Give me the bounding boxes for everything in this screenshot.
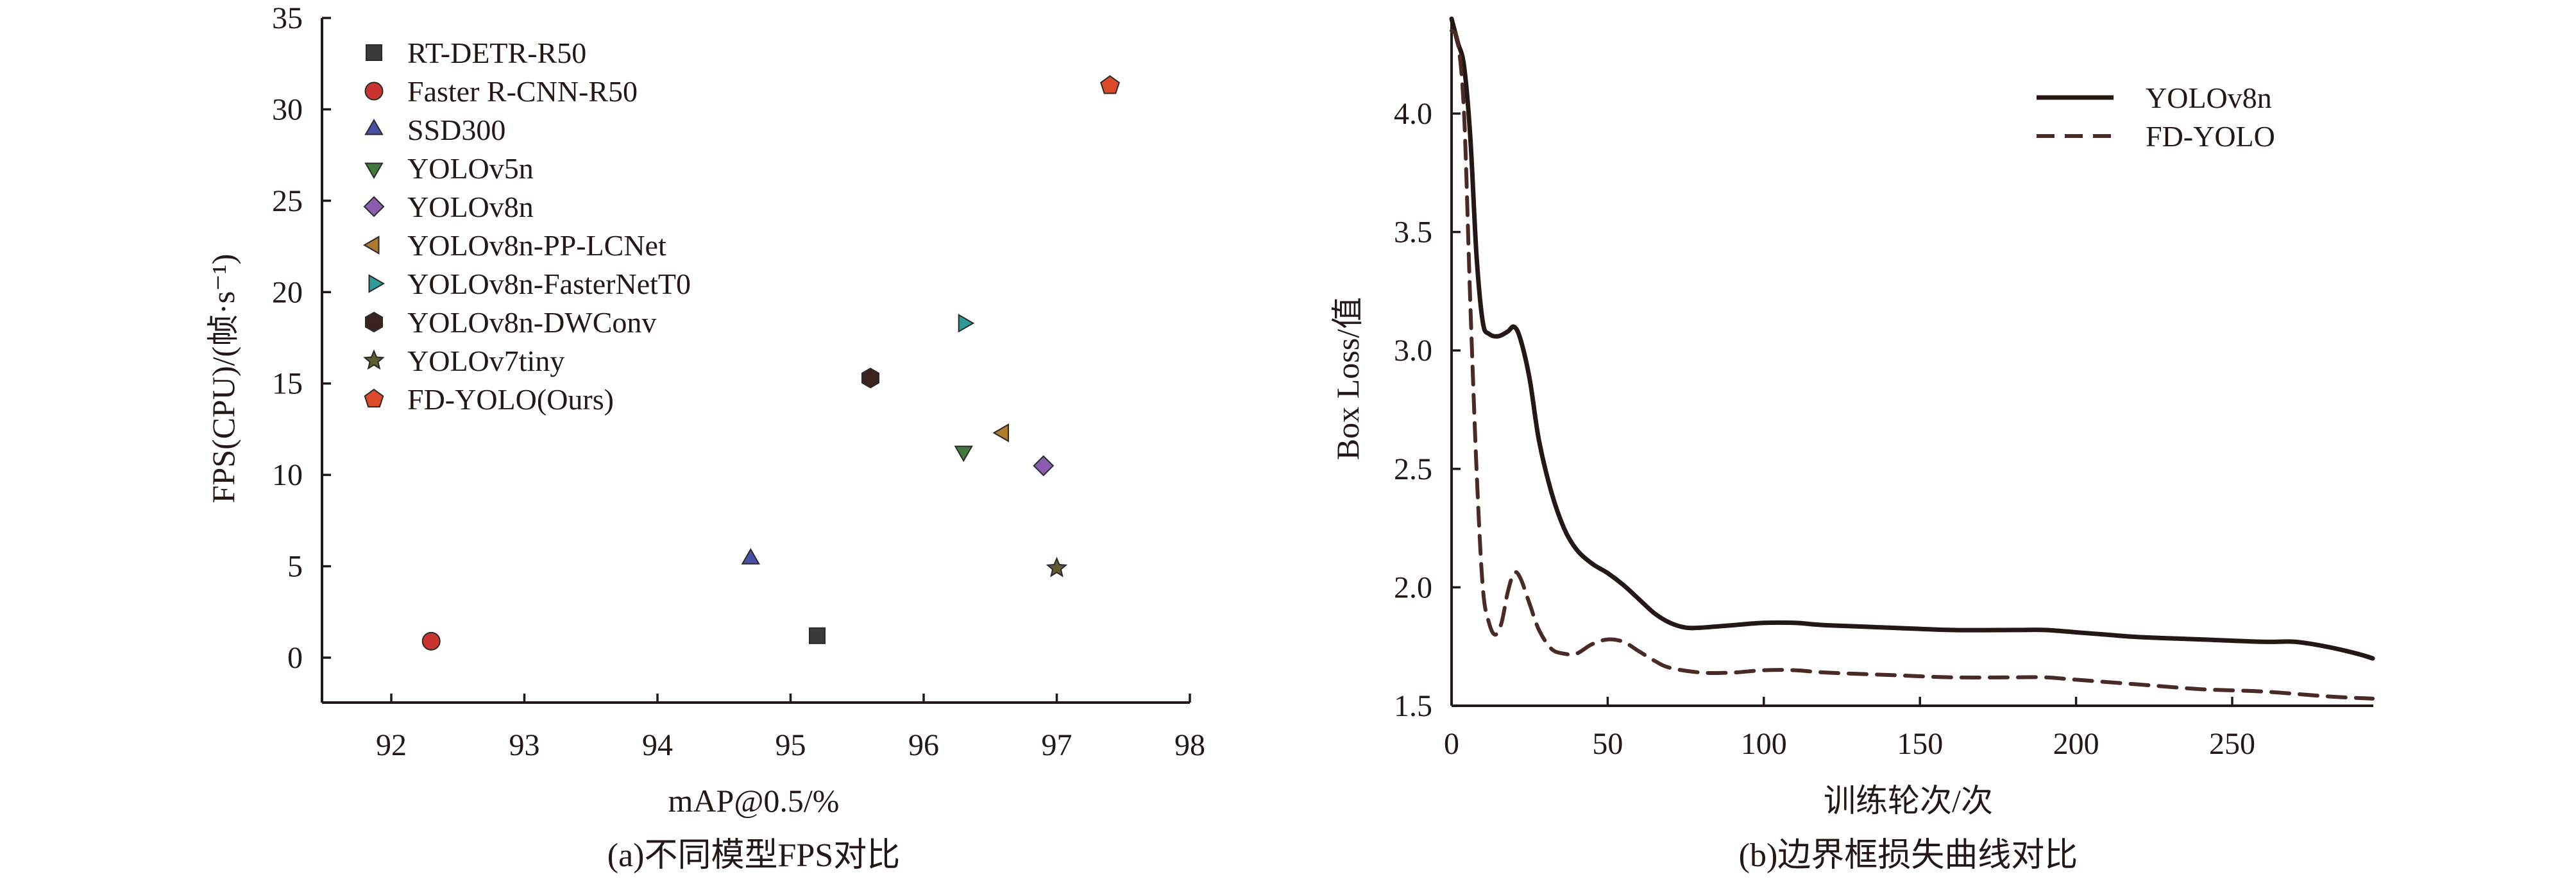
legend-marker-rt-detr-r50 <box>366 44 382 61</box>
legend-marker-yolov8n <box>363 196 385 218</box>
panel-b-y-axis-label: Box Loss/值 <box>1330 297 1366 460</box>
legend-label-fd-yolo-ours: FD-YOLO(Ours) <box>407 383 614 416</box>
point-yolov7tiny <box>1046 556 1068 577</box>
point-yolov8n-fasternett0 <box>958 313 975 333</box>
y-tick-label: 1.5 <box>1394 689 1432 723</box>
x-tick-label: 92 <box>376 728 407 762</box>
legend-marker-yolov8n-pp-lcnet <box>363 235 380 255</box>
x-tick-label: 96 <box>908 728 939 762</box>
panel-a-fps-scatter: 92 93 94 95 96 97 98 0 5 10 15 20 25 30 35 RT-DETR-R5… <box>205 1 1205 874</box>
x-tick-label: 98 <box>1174 728 1205 762</box>
panel-a-x-axis-label: mAP@0.5/% <box>668 783 840 819</box>
legend-label-ssd300: SSD300 <box>407 114 505 146</box>
point-faster-r-cnn-r50 <box>421 631 441 651</box>
panel-a-x-ticks: 92 93 94 95 96 97 98 <box>376 694 1205 762</box>
y-tick-label: 2.5 <box>1394 452 1432 486</box>
point-fd-yolo-ours <box>1100 75 1120 94</box>
panel-b-box-loss: 0 50 100 150 200 250 1.5 2.0 2.5 3.0 3.5 4.0 YOLOv… <box>1330 16 2375 874</box>
legend-marker-faster-r-cnn-r50 <box>364 81 384 101</box>
legend-label-yolov8n-fasternett0: YOLOv8n-FasterNetT0 <box>407 268 691 300</box>
x-tick-label: 100 <box>1741 727 1787 761</box>
legend-marker-yolov8n-dwconv <box>365 311 383 333</box>
x-tick-label: 94 <box>642 728 673 762</box>
legend-marker-fd-yolo-ours <box>364 388 384 408</box>
y-tick-label: 25 <box>272 184 303 218</box>
panel-b-lines <box>1449 16 2375 701</box>
x-tick-label: 250 <box>2209 727 2255 761</box>
y-tick-label: 5 <box>287 550 303 584</box>
x-tick-label: 0 <box>1444 727 1459 761</box>
legend-label-yolov8n-dwconv: YOLOv8n-DWConv <box>407 306 656 339</box>
x-tick-label: 150 <box>1897 727 1943 761</box>
y-tick-label: 2.0 <box>1394 570 1432 604</box>
series-line-yolov8n <box>1449 16 2375 661</box>
legend-label-rt-detr-r50: RT-DETR-R50 <box>407 37 586 69</box>
y-tick-label: 3.0 <box>1394 334 1432 368</box>
panel-b-y-ticks: 1.5 2.0 2.5 3.0 3.5 4.0 <box>1394 97 1461 723</box>
legend-marker-ssd300 <box>364 119 384 135</box>
point-rt-detr-r50 <box>809 627 826 644</box>
panel-b-x-ticks: 0 50 100 150 200 250 <box>1444 697 2255 761</box>
panel-b-x-axis-label: 训练轮次/次 <box>1824 783 1993 819</box>
y-tick-label: 4.0 <box>1394 97 1432 131</box>
legend-marker-yolov8n-fasternett0 <box>368 274 385 293</box>
panel-b-legend: YOLOv8n FD-YOLO <box>2037 81 2275 153</box>
legend-label-yolov5n: YOLOv5n <box>407 152 534 185</box>
y-tick-label: 15 <box>272 367 303 401</box>
x-tick-label: 200 <box>2053 727 2099 761</box>
y-tick-label: 20 <box>272 275 303 309</box>
x-tick-label: 50 <box>1592 727 1623 761</box>
point-yolov8n-pp-lcnet <box>992 423 1009 443</box>
point-yolov8n <box>1033 455 1055 477</box>
point-ssd300 <box>741 548 760 565</box>
y-tick-label: 35 <box>272 1 303 35</box>
panel-a-caption: (a)不同模型FPS对比 <box>607 837 900 874</box>
point-yolov8n-dwconv <box>861 368 879 389</box>
legend-label-faster-r-cnn-r50: Faster R-CNN-R50 <box>407 75 638 108</box>
legend-label-fd-yolo: FD-YOLO <box>2146 120 2275 153</box>
panel-a-legend: RT-DETR-R50 Faster R-CNN-R50 SSD300 YOLOv5n… <box>363 37 691 416</box>
y-tick-label: 0 <box>287 641 303 675</box>
panel-b-caption: (b)边界框损失曲线对比 <box>1739 837 2078 874</box>
x-tick-label: 95 <box>775 728 806 762</box>
y-tick-label: 30 <box>272 92 303 126</box>
point-yolov5n <box>954 445 973 463</box>
legend-marker-yolov7tiny <box>363 349 385 370</box>
legend-label-yolov7tiny: YOLOv7tiny <box>407 345 564 377</box>
x-tick-label: 97 <box>1042 728 1072 762</box>
y-tick-label: 10 <box>272 458 303 492</box>
legend-marker-yolov5n <box>364 162 384 179</box>
legend-label-yolov8n: YOLOv8n <box>407 191 534 223</box>
series-line-fd-yolo <box>1450 28 2375 701</box>
legend-label-yolov8n-pp-lcnet: YOLOv8n-PP-LCNet <box>407 229 666 262</box>
panel-a-y-ticks: 0 5 10 15 20 25 30 35 <box>272 1 331 675</box>
legend-label-yolov8n: YOLOv8n <box>2146 81 2272 114</box>
x-tick-label: 93 <box>509 728 540 762</box>
panel-a-y-axis-label: FPS(CPU)/(帧·s⁻¹) <box>205 254 241 504</box>
y-tick-label: 3.5 <box>1394 216 1432 250</box>
panel-a-points <box>421 75 1120 651</box>
